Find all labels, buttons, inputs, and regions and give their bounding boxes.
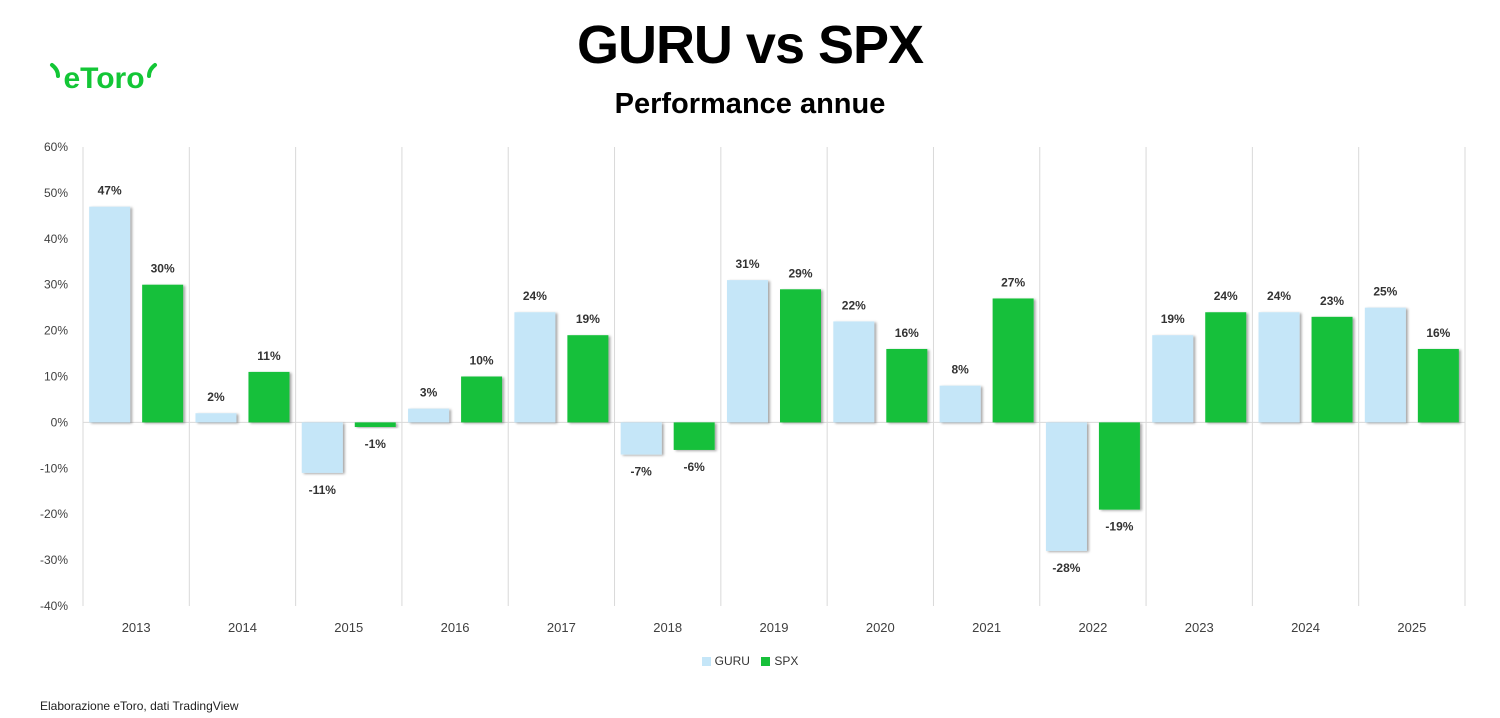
bar-spx — [354, 422, 396, 427]
svg-text:eToro: eToro — [63, 62, 144, 95]
legend-swatch-spx — [761, 656, 771, 666]
data-label-spx: 27% — [1001, 275, 1025, 289]
x-tick-label: 2013 — [122, 620, 151, 635]
bar-guru — [1258, 312, 1300, 423]
data-label-guru: 8% — [951, 363, 969, 377]
data-label-guru: -11% — [309, 483, 337, 497]
data-label-guru: 31% — [735, 257, 759, 271]
bar-spx — [673, 422, 715, 450]
legend-swatch-guru — [701, 656, 711, 666]
bar-guru — [833, 321, 875, 423]
logo-right-horn — [147, 63, 157, 78]
bar-guru — [1364, 307, 1406, 423]
x-tick-label: 2021 — [972, 620, 1001, 635]
data-label-spx: -19% — [1105, 520, 1133, 534]
y-tick-label: 0% — [51, 415, 69, 429]
bar-guru — [195, 413, 237, 423]
bar-guru — [620, 422, 662, 455]
data-label-guru: 24% — [523, 289, 547, 303]
y-tick-label: 40% — [44, 232, 68, 246]
y-tick-label: -20% — [40, 507, 68, 521]
bar-guru — [89, 206, 131, 423]
legend-label-spx: SPX — [774, 654, 799, 668]
legend: GURU SPX — [0, 654, 1500, 669]
y-tick-label: -10% — [40, 461, 68, 475]
bar-guru — [1152, 335, 1194, 423]
x-tick-label: 2025 — [1397, 620, 1426, 635]
legend-item-guru: GURU — [701, 654, 750, 668]
y-tick-label: 50% — [44, 186, 68, 200]
bar-spx — [461, 376, 503, 423]
bar-spx — [567, 335, 609, 423]
data-label-spx: 11% — [257, 349, 281, 363]
x-tick-label: 2016 — [441, 620, 470, 635]
y-tick-label: 20% — [44, 324, 68, 338]
bar-spx — [248, 371, 290, 423]
bar-guru — [939, 385, 981, 423]
etoro-logo: eToro — [48, 56, 160, 101]
bar-spx — [886, 348, 928, 423]
bar-spx — [1417, 348, 1459, 423]
data-label-guru: -28% — [1052, 561, 1080, 575]
data-label-spx: 16% — [895, 326, 919, 340]
source-note: Elaborazione eToro, dati TradingView — [40, 699, 239, 713]
bar-spx — [780, 289, 821, 423]
x-tick-label: 2018 — [653, 620, 682, 635]
data-label-guru: 24% — [1267, 289, 1291, 303]
bar-spx — [1311, 316, 1353, 423]
x-tick-label: 2020 — [866, 620, 895, 635]
bar-spx — [142, 284, 184, 423]
x-tick-label: 2023 — [1185, 620, 1214, 635]
y-tick-label: -30% — [40, 553, 68, 567]
data-label-guru: 3% — [420, 386, 438, 400]
bar-guru — [1045, 422, 1087, 551]
x-tick-label: 2019 — [760, 620, 789, 635]
legend-label-guru: GURU — [714, 654, 750, 668]
bar-spx — [1205, 312, 1247, 423]
bar-spx — [992, 298, 1034, 423]
data-label-spx: 24% — [1214, 289, 1238, 303]
y-tick-label: 60% — [44, 140, 68, 154]
y-tick-label: 10% — [44, 370, 68, 384]
bar-guru — [727, 280, 768, 423]
bar-guru — [514, 312, 556, 423]
x-tick-label: 2015 — [334, 620, 363, 635]
data-label-spx: 10% — [470, 354, 494, 368]
bar-guru — [408, 408, 450, 423]
bar-guru — [301, 422, 343, 473]
x-tick-label: 2022 — [1078, 620, 1107, 635]
data-label-spx: -1% — [365, 437, 387, 451]
chart-subtitle: Performance annue — [614, 88, 886, 120]
y-tick-label: 30% — [44, 278, 68, 292]
data-label-spx: -6% — [684, 460, 706, 474]
data-label-guru: -7% — [631, 465, 653, 479]
data-label-spx: 23% — [1320, 294, 1344, 308]
x-tick-label: 2014 — [228, 620, 257, 635]
data-label-guru: 25% — [1373, 285, 1397, 299]
data-label-spx: 19% — [576, 312, 600, 326]
x-tick-label: 2017 — [547, 620, 576, 635]
data-label-guru: 19% — [1161, 312, 1185, 326]
chart-title: GURU vs SPX — [576, 15, 924, 75]
data-label-guru: 2% — [207, 390, 225, 404]
legend-item-spx: SPX — [761, 654, 798, 668]
bar-spx — [1098, 422, 1140, 510]
logo-left-horn — [50, 63, 60, 78]
data-label-spx: 16% — [1426, 326, 1450, 340]
x-tick-label: 2024 — [1291, 620, 1320, 635]
data-label-guru: 47% — [98, 184, 122, 198]
data-label-spx: 29% — [788, 266, 812, 280]
data-label-spx: 30% — [151, 262, 175, 276]
data-label-guru: 22% — [842, 298, 866, 312]
y-tick-label: -40% — [40, 599, 68, 613]
